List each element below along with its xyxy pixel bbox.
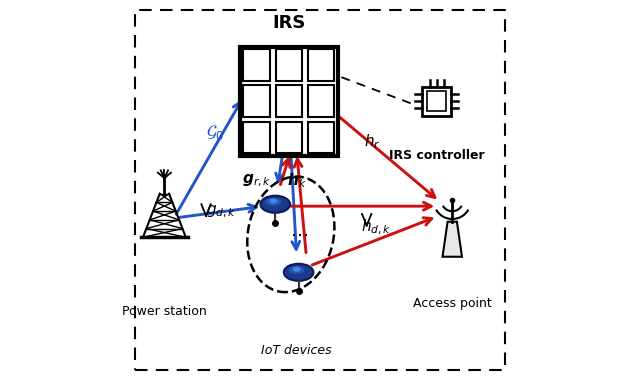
- Text: $\cdots$: $\cdots$: [290, 225, 308, 244]
- Text: $h_{d,k}$: $h_{d,k}$: [361, 218, 392, 237]
- Polygon shape: [442, 222, 462, 257]
- FancyArrowPatch shape: [180, 204, 256, 217]
- FancyArrowPatch shape: [276, 156, 284, 181]
- Text: $h_r$: $h_r$: [364, 133, 381, 151]
- Text: $g_{d,k}$: $g_{d,k}$: [205, 204, 236, 220]
- Ellipse shape: [260, 196, 290, 213]
- Text: $\mathcal{G}_0$: $\mathcal{G}_0$: [205, 123, 224, 142]
- Bar: [308, 85, 334, 117]
- Text: IRS controller: IRS controller: [389, 149, 484, 162]
- Ellipse shape: [265, 198, 282, 206]
- Bar: [422, 87, 451, 116]
- Bar: [240, 47, 337, 156]
- Bar: [308, 49, 334, 81]
- Bar: [276, 49, 302, 81]
- Bar: [243, 49, 269, 81]
- FancyArrowPatch shape: [176, 102, 241, 214]
- Ellipse shape: [269, 198, 277, 204]
- Bar: [308, 122, 334, 153]
- Bar: [243, 85, 269, 117]
- Text: Access point: Access point: [413, 297, 492, 310]
- Bar: [243, 122, 269, 153]
- Ellipse shape: [289, 266, 305, 274]
- Bar: [276, 85, 302, 117]
- Text: $\boldsymbol{h}_k$: $\boldsymbol{h}_k$: [287, 172, 307, 190]
- FancyArrowPatch shape: [312, 218, 432, 265]
- Text: Power station: Power station: [122, 305, 207, 318]
- FancyArrowPatch shape: [291, 202, 431, 210]
- FancyArrowPatch shape: [280, 159, 290, 185]
- Text: IoT devices: IoT devices: [261, 343, 332, 357]
- FancyArrowPatch shape: [291, 156, 300, 249]
- Ellipse shape: [292, 266, 301, 272]
- Bar: [427, 91, 447, 111]
- Ellipse shape: [284, 264, 314, 281]
- Text: $\boldsymbol{g}_{r,k}$: $\boldsymbol{g}_{r,k}$: [242, 173, 271, 189]
- Text: IRS: IRS: [272, 14, 305, 32]
- FancyArrowPatch shape: [294, 159, 306, 252]
- FancyArrowPatch shape: [337, 115, 435, 198]
- Bar: [276, 122, 302, 153]
